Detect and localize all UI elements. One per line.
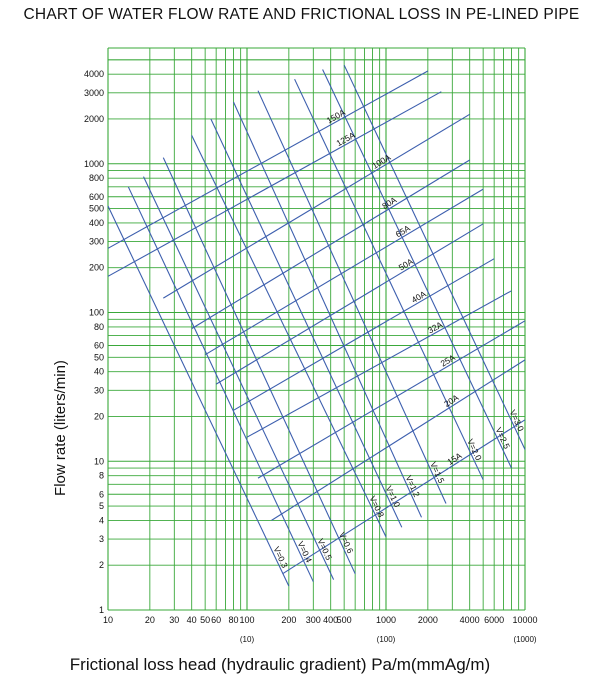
series-line xyxy=(191,159,470,330)
series-line xyxy=(322,69,512,469)
series-line xyxy=(257,90,447,504)
y-tick-label: 200 xyxy=(89,263,104,273)
series-line xyxy=(215,223,484,385)
series-lines xyxy=(107,64,526,587)
chart-title: CHART OF WATER FLOW RATE AND FRICTIONAL … xyxy=(23,6,580,23)
y-tick-label: 6 xyxy=(99,489,104,499)
x-secondary-tick-label: (10) xyxy=(240,635,255,644)
x-tick-label: 40 xyxy=(187,615,197,625)
x-tick-label: 30 xyxy=(169,615,179,625)
series-line xyxy=(107,70,429,249)
y-tick-label: 80 xyxy=(94,322,104,332)
x-tick-label: 80 xyxy=(229,615,239,625)
y-tick-label: 600 xyxy=(89,192,104,202)
x-tick-label: 300 xyxy=(306,615,321,625)
y-tick-label: 20 xyxy=(94,411,104,421)
y-tick-label: 2000 xyxy=(84,114,104,124)
series-line xyxy=(107,205,290,587)
y-tick-label: 300 xyxy=(89,237,104,247)
series-line xyxy=(204,188,484,356)
series-line xyxy=(127,186,314,582)
y-tick-label: 3 xyxy=(99,534,104,544)
x-tick-label: 50 xyxy=(200,615,210,625)
y-tick-label: 50 xyxy=(94,352,104,362)
series-line xyxy=(162,157,356,575)
y-tick-label: 10 xyxy=(94,456,104,466)
x-tick-label: 200 xyxy=(281,615,296,625)
y-tick-label: 100 xyxy=(89,308,104,318)
y-tick-label: 8 xyxy=(99,471,104,481)
y-tick-label: 60 xyxy=(94,341,104,351)
x-tick-label: 20 xyxy=(145,615,155,625)
series-line xyxy=(107,91,442,277)
y-tick-label: 400 xyxy=(89,218,104,228)
x-axis-label: Frictional loss head (hydraulic gradient… xyxy=(69,655,491,674)
y-tick-label: 500 xyxy=(89,204,104,214)
y-tick-label: 3000 xyxy=(84,88,104,98)
y-tick-label: 40 xyxy=(94,367,104,377)
x-tick-label: 10 xyxy=(103,615,113,625)
x-tick-label: 500 xyxy=(337,615,352,625)
series-line xyxy=(294,78,484,481)
x-secondary-tick-label: (1000) xyxy=(513,635,536,644)
y-tick-label: 4 xyxy=(99,515,104,525)
series-line xyxy=(232,101,423,518)
x-tick-label: 400 xyxy=(323,615,338,625)
y-tick-label: 1000 xyxy=(84,159,104,169)
series-line xyxy=(191,135,387,538)
x-tick-label: 2000 xyxy=(418,615,438,625)
x-tick-label: 10000 xyxy=(512,615,537,625)
series-line xyxy=(282,419,526,575)
plot-area xyxy=(108,48,525,610)
x-tick-label: 4000 xyxy=(460,615,480,625)
series-line xyxy=(343,64,526,450)
series-line xyxy=(246,290,512,438)
y-tick-label: 5 xyxy=(99,501,104,511)
y-tick-label: 2 xyxy=(99,560,104,570)
x-tick-label: 1000 xyxy=(376,615,396,625)
y-tick-label: 4000 xyxy=(84,69,104,79)
x-tick-label: 60 xyxy=(211,615,221,625)
y-tick-label: 1 xyxy=(99,605,104,615)
series-line xyxy=(271,359,526,521)
y-tick-label: 30 xyxy=(94,385,104,395)
x-tick-label: 6000 xyxy=(484,615,504,625)
x-secondary-tick-label: (100) xyxy=(377,635,396,644)
x-tick-label: 100 xyxy=(239,615,254,625)
y-tick-label: 800 xyxy=(89,173,104,183)
series-line xyxy=(210,118,403,528)
series-line xyxy=(257,320,526,479)
series-line xyxy=(143,176,335,580)
series-line xyxy=(233,258,495,411)
